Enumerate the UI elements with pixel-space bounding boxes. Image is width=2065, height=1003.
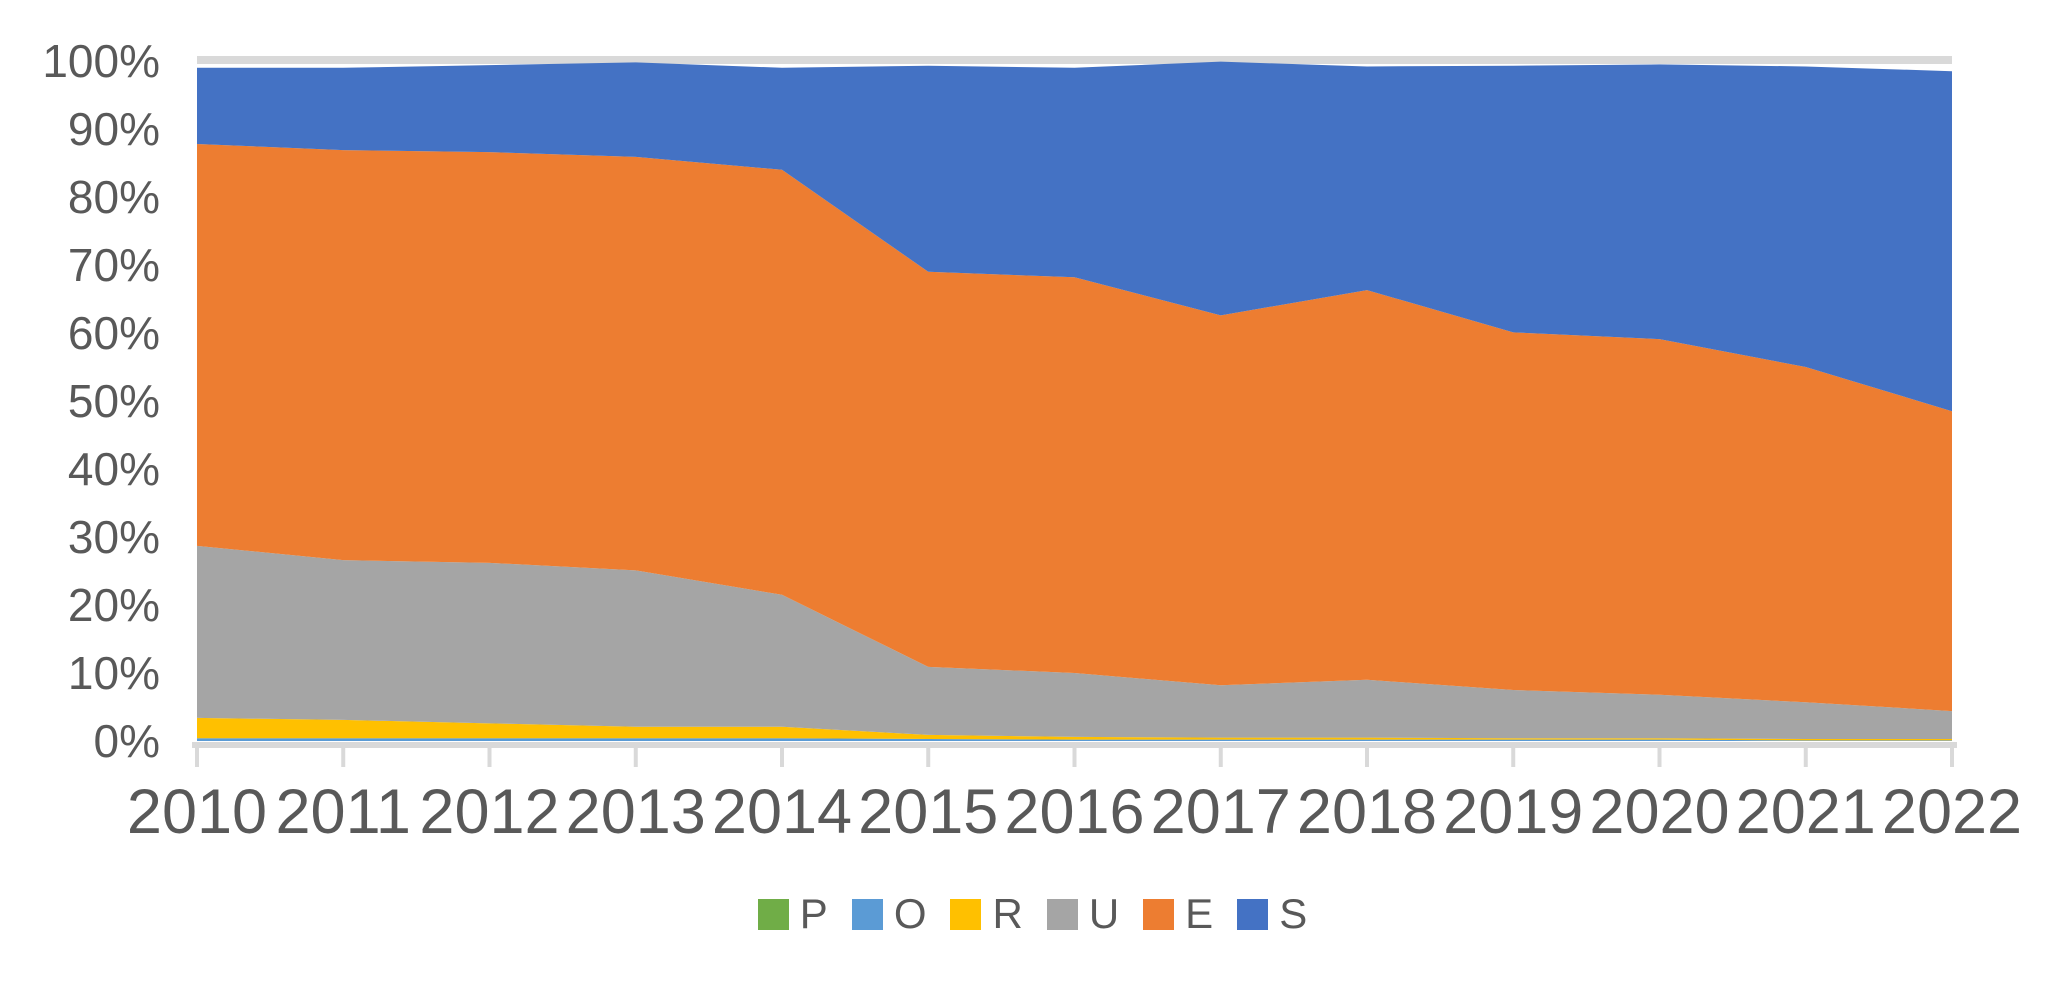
x-tick-label: 2011 bbox=[276, 777, 411, 847]
y-tick-label: 10% bbox=[68, 647, 160, 699]
y-tick-label: 40% bbox=[68, 443, 160, 495]
x-tick-label: 2021 bbox=[1736, 777, 1876, 847]
y-tick-label: 70% bbox=[68, 239, 160, 291]
legend-item-O: O bbox=[851, 890, 927, 937]
legend-item-E: E bbox=[1143, 893, 1213, 935]
legend-item-S: S bbox=[1237, 893, 1307, 935]
legend-swatch-U bbox=[1046, 898, 1078, 930]
y-tick-label: 60% bbox=[68, 307, 160, 359]
y-tick-label: 0% bbox=[94, 715, 160, 767]
legend-swatch-S bbox=[1237, 898, 1269, 930]
x-tick-label: 2022 bbox=[1882, 777, 2022, 847]
x-tick-label: 2014 bbox=[712, 777, 852, 847]
x-tick-label: 2013 bbox=[566, 777, 706, 847]
x-tick-label: 2015 bbox=[858, 777, 998, 847]
area-series-R bbox=[197, 717, 1952, 741]
legend-label-O: O bbox=[893, 890, 927, 937]
y-tick-label: 100% bbox=[42, 35, 160, 87]
y-tick-label: 20% bbox=[68, 579, 160, 631]
y-tick-label: 50% bbox=[68, 375, 160, 427]
x-tick-label: 2012 bbox=[419, 777, 559, 847]
area-series-E bbox=[197, 143, 1952, 712]
legend-label-S: S bbox=[1279, 890, 1308, 937]
area-series-U bbox=[197, 545, 1952, 739]
x-tick-label: 2018 bbox=[1297, 777, 1437, 847]
y-tick-label: 30% bbox=[68, 511, 160, 563]
legend-swatch-E bbox=[1143, 898, 1175, 930]
x-tick-label: 2017 bbox=[1151, 777, 1291, 847]
x-tick-label: 2016 bbox=[1004, 777, 1144, 847]
area-series-S bbox=[197, 61, 1952, 412]
legend-item-R: R bbox=[950, 890, 1023, 937]
y-tick-label: 90% bbox=[68, 103, 160, 155]
legend-item-P: P bbox=[757, 890, 828, 937]
x-tick-label: 2010 bbox=[127, 777, 267, 847]
legend-label-R: R bbox=[992, 890, 1023, 937]
legend-item-U: U bbox=[1046, 890, 1120, 937]
x-tick-label: 2019 bbox=[1443, 777, 1583, 847]
legend-swatch-P bbox=[757, 898, 789, 930]
legend-swatch-R bbox=[950, 898, 982, 930]
legend-swatch-O bbox=[851, 898, 883, 930]
legend-label-P: P bbox=[799, 890, 828, 937]
y-tick-label: 80% bbox=[68, 171, 160, 223]
legend-label-U: U bbox=[1088, 890, 1120, 937]
legend-label-E: E bbox=[1185, 890, 1214, 937]
x-tick-label: 2020 bbox=[1589, 777, 1729, 847]
